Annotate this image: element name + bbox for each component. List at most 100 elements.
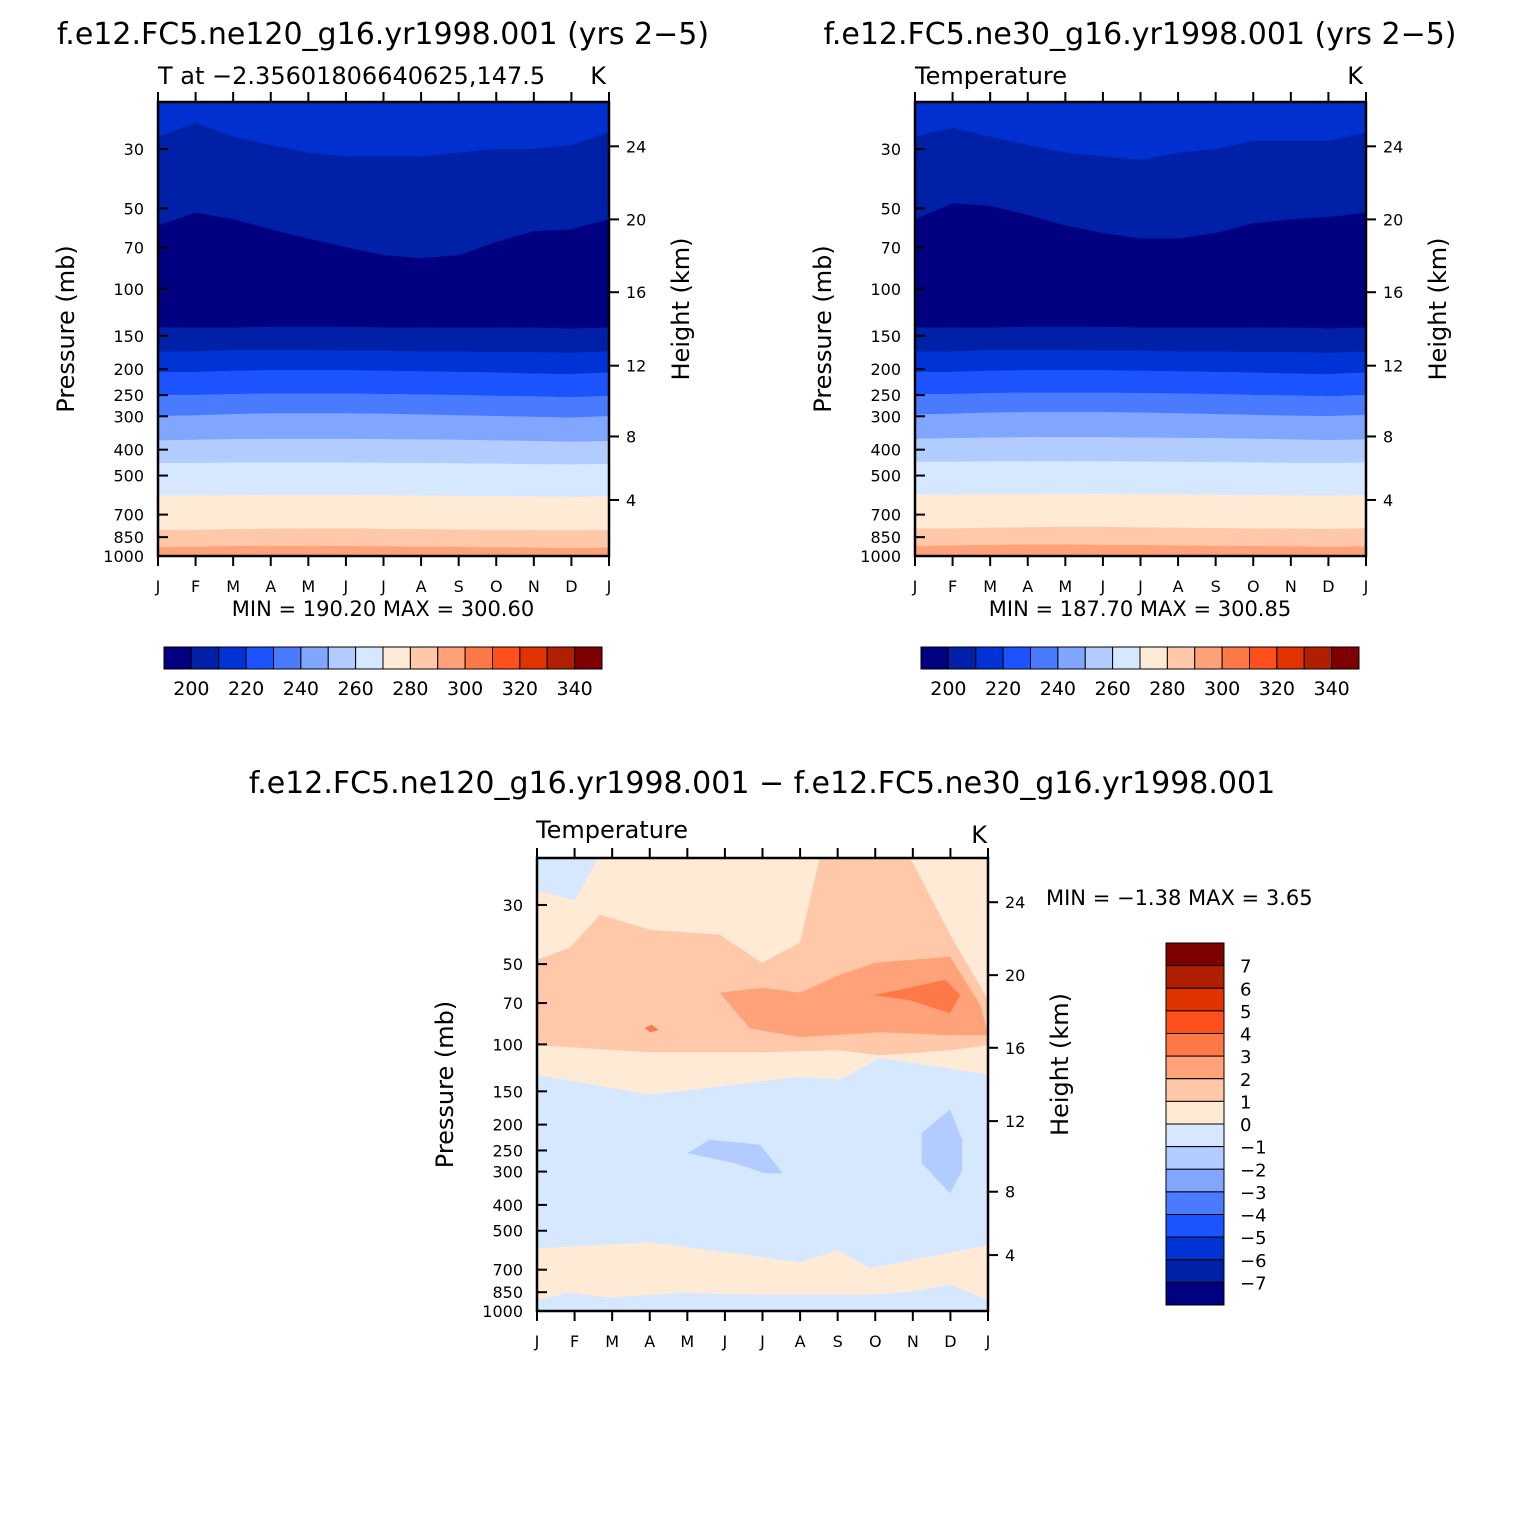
pressure-tick-label: 300 xyxy=(870,407,901,426)
colorbar-swatch xyxy=(1165,1168,1225,1193)
pressure-tick-label: 700 xyxy=(492,1261,523,1280)
pressure-tick-label: 200 xyxy=(113,360,144,379)
month-tick-label: M xyxy=(983,577,997,596)
colorbar-tick-label: 200 xyxy=(930,678,966,700)
colorbar-tick-label: 260 xyxy=(337,678,373,700)
colorbar-swatch xyxy=(464,646,493,670)
colorbar-swatch xyxy=(574,646,603,670)
colorbar-tick-label: −1 xyxy=(1240,1138,1267,1159)
colorbar-tick-label: −6 xyxy=(1240,1251,1267,1272)
colorbar-tick-label: 300 xyxy=(1204,678,1240,700)
stats-label: MIN = 190.20 MAX = 300.60 xyxy=(232,597,534,621)
month-tick-label: J xyxy=(343,577,349,596)
pressure-tick-label: 100 xyxy=(870,280,901,299)
colorbar-tick-label: −5 xyxy=(1240,1228,1267,1249)
panel-title: f.e12.FC5.ne120_g16.yr1998.001 (yrs 2−5) xyxy=(57,17,709,52)
colorbar-tick-label: 280 xyxy=(1149,678,1185,700)
pressure-tick-label: 1000 xyxy=(860,547,901,566)
pressure-tick-label: 250 xyxy=(870,386,901,405)
month-tick-label: J xyxy=(155,577,161,596)
colorbar-swatch xyxy=(163,646,192,670)
height-tick-label: 16 xyxy=(1383,283,1403,302)
pressure-tick-label: 500 xyxy=(492,1222,523,1241)
pressure-tick-label: 1000 xyxy=(482,1302,523,1321)
month-tick-label: J xyxy=(722,1332,728,1351)
pressure-tick-label: 30 xyxy=(124,140,144,159)
height-tick-label: 12 xyxy=(1005,1112,1025,1131)
pressure-tick-label: 700 xyxy=(870,506,901,525)
colorbar-tick-label: 240 xyxy=(283,678,319,700)
colorbar-tick-label: −2 xyxy=(1240,1160,1267,1181)
colorbar-tick-label: 0 xyxy=(1240,1115,1251,1136)
pressure-tick-label: 300 xyxy=(492,1163,523,1182)
colorbar-swatch xyxy=(1221,646,1250,670)
pressure-tick-label: 70 xyxy=(881,238,901,257)
colorbar-swatch xyxy=(245,646,274,670)
month-tick-label: D xyxy=(1322,577,1334,596)
pressure-tick-label: 30 xyxy=(503,896,523,915)
y-axis-label-left: Pressure (mb) xyxy=(52,245,80,412)
colorbar-swatch xyxy=(1165,1100,1225,1125)
colorbar-tick-label: 6 xyxy=(1240,979,1251,1000)
month-tick-label: J xyxy=(1137,577,1143,596)
panel-left-string: Temperature xyxy=(914,62,1067,90)
colorbar-swatch xyxy=(1165,1033,1225,1057)
colorbar-swatch xyxy=(1084,646,1114,670)
colorbar-swatch xyxy=(1331,646,1360,670)
contour-band xyxy=(914,544,1367,557)
pressure-tick-label: 850 xyxy=(113,528,144,547)
colorbar-swatch xyxy=(920,646,949,670)
colorbar-tick-label: 320 xyxy=(1259,678,1295,700)
contour-band xyxy=(921,1109,963,1194)
contour-band xyxy=(157,413,610,443)
month-tick-label: J xyxy=(380,577,386,596)
colorbar-tick-label: 5 xyxy=(1240,1002,1251,1023)
colorbars: 200 220 240 260 280 300 320 340 200 220 240 260 280 3… xyxy=(163,646,1360,1306)
pressure-tick-label: 50 xyxy=(503,955,523,974)
colorbar-swatch xyxy=(1165,1214,1225,1238)
month-tick-label: J xyxy=(759,1332,765,1351)
panel-right-string: K xyxy=(971,821,988,849)
contour-band xyxy=(914,526,1367,548)
colorbar-swatch xyxy=(546,646,576,670)
colorbar-tick-label: 2 xyxy=(1240,1070,1251,1091)
colorbar-tick-label: 320 xyxy=(502,678,538,700)
colorbar-tick-label: 200 xyxy=(173,678,209,700)
height-tick-label: 20 xyxy=(626,210,646,229)
colorbar-swatch xyxy=(1030,646,1059,670)
height-tick-label: 16 xyxy=(626,283,646,302)
colorbar-swatch xyxy=(1139,646,1168,670)
pressure-tick-label: 850 xyxy=(870,528,901,547)
contour-band xyxy=(719,956,989,1038)
colorbar-swatch xyxy=(519,646,548,670)
pressure-tick-label: 500 xyxy=(870,467,901,486)
pressure-tick-label: 150 xyxy=(113,327,144,346)
colorbar-swatch xyxy=(1165,1055,1225,1080)
colorbar-swatch xyxy=(1002,646,1031,670)
colorbar-tick-label: 340 xyxy=(1313,678,1349,700)
month-tick-label: N xyxy=(1285,577,1297,596)
pressure-tick-label: 250 xyxy=(492,1141,523,1160)
contour-band xyxy=(914,493,1367,530)
colorbar-swatch xyxy=(1303,646,1333,670)
stats-label: MIN = −1.38 MAX = 3.65 xyxy=(1046,886,1313,910)
height-tick-label: 8 xyxy=(626,427,636,446)
month-tick-label: F xyxy=(570,1332,579,1351)
y-axis-label-right: Height (km) xyxy=(1424,238,1452,381)
colorbar-swatch xyxy=(355,646,384,670)
pressure-tick-label: 30 xyxy=(881,140,901,159)
contour-band xyxy=(874,979,961,1014)
height-tick-label: 4 xyxy=(1383,491,1393,510)
colorbar-tick-label: 4 xyxy=(1240,1025,1251,1046)
colorbar-tick-label: 240 xyxy=(1040,678,1076,700)
colorbar-tick-label: 7 xyxy=(1240,957,1251,978)
pressure-tick-label: 150 xyxy=(870,327,901,346)
colorbar-swatch xyxy=(1165,1123,1225,1148)
month-tick-label: M xyxy=(226,577,240,596)
colorbar-swatch xyxy=(1057,646,1086,670)
month-tick-label: N xyxy=(528,577,540,596)
height-tick-label: 20 xyxy=(1005,966,1025,985)
month-tick-label: D xyxy=(944,1332,956,1351)
